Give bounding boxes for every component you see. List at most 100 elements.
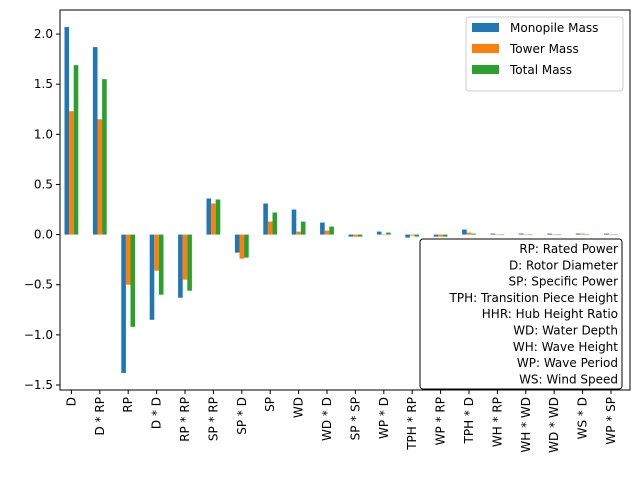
axes-frame xyxy=(59,9,631,391)
legend-frame xyxy=(465,16,624,92)
bar-2-1 xyxy=(69,111,74,235)
x-tick-label: D * D xyxy=(150,397,164,429)
bar-1-20 xyxy=(604,233,609,235)
bar-3-2 xyxy=(102,79,107,235)
x-tick-label: WD * WD xyxy=(547,397,561,453)
abbreviation-line: D: Rotor Diameter xyxy=(509,258,618,272)
bar-2-10 xyxy=(324,230,330,235)
bar-3-17 xyxy=(528,234,533,236)
bar-1-16 xyxy=(490,233,496,235)
bar-2-3 xyxy=(125,234,131,285)
bar-1-9 xyxy=(291,209,297,235)
x-tick-label: WD * D xyxy=(320,397,334,441)
x-tick-label: RP xyxy=(121,397,135,413)
x-tick-label: WP * RP xyxy=(434,397,448,445)
bar-3-8 xyxy=(272,212,278,235)
x-tick-label: WH * RP xyxy=(490,397,504,447)
bar-1-8 xyxy=(263,203,268,235)
legend-label: Tower Mass xyxy=(509,42,579,56)
bar-3-14 xyxy=(442,234,448,237)
legend: Monopile Mass Tower Mass Total Mass xyxy=(465,16,624,92)
bar-1-1 xyxy=(64,27,70,235)
y-tick-label: 2.0 xyxy=(34,27,53,41)
bar-2-8 xyxy=(267,221,273,235)
bar-2-4 xyxy=(154,234,159,271)
bar-2-20 xyxy=(608,234,614,236)
bar-3-13 xyxy=(414,234,420,237)
abbreviation-line: TPH: Transition Piece Height xyxy=(449,291,619,305)
abbreviation-line: WD: Water Depth xyxy=(513,324,618,338)
bar-2-6 xyxy=(211,203,216,235)
bar-3-1 xyxy=(73,65,79,235)
x-tick-label: SP * SP xyxy=(348,397,362,440)
bar-2-9 xyxy=(296,231,301,235)
x-tick-label: WS * D xyxy=(576,397,590,439)
x-tick-label: RP * RP xyxy=(178,397,192,442)
bar-3-20 xyxy=(613,234,618,236)
bar-2-15 xyxy=(466,232,472,235)
bar-2-7 xyxy=(239,234,245,259)
legend-swatch xyxy=(472,44,499,53)
bar-1-17 xyxy=(518,233,524,235)
bar-2-2 xyxy=(97,119,103,235)
x-tick-label: SP * RP xyxy=(206,397,220,441)
x-tick-label: WP * D xyxy=(377,397,391,439)
bar-1-12 xyxy=(376,231,382,235)
legend-label: Total Mass xyxy=(509,63,572,77)
bar-3-4 xyxy=(158,234,164,295)
bar-2-13 xyxy=(409,234,415,236)
bars-group xyxy=(64,27,618,373)
y-tick-label: 1.5 xyxy=(34,77,53,91)
bar-3-18 xyxy=(556,234,562,236)
x-tick-label: TPH * D xyxy=(462,397,476,444)
abbreviation-line: WH: Wave Height xyxy=(513,340,618,354)
abbreviation-line: HHR: Hub Height Ratio xyxy=(482,307,618,321)
x-tick-label: D * RP xyxy=(93,397,107,435)
x-tick-label: TPH * RP xyxy=(405,397,419,451)
bar-1-13 xyxy=(405,234,410,238)
x-tick-label: SP * D xyxy=(235,397,249,435)
y-tick-label: −1.0 xyxy=(24,328,53,342)
bar-3-3 xyxy=(130,234,136,327)
bar-3-16 xyxy=(499,234,505,236)
bar-1-19 xyxy=(575,233,581,235)
bar-1-7 xyxy=(234,234,240,253)
x-tick-label: SP xyxy=(263,397,277,412)
y-tick-label: 0.5 xyxy=(34,177,53,191)
abbreviation-box: RP: Rated Power D: Rotor Diameter SP: Spec… xyxy=(419,238,623,390)
abbreviation-line: WS: Wind Speed xyxy=(519,372,618,386)
bar-2-11 xyxy=(353,234,358,237)
bar-1-3 xyxy=(121,234,126,373)
bar-1-6 xyxy=(206,198,212,235)
bar-3-19 xyxy=(584,234,590,236)
x-axis: D D * RP RP D * D RP * RP SP * RP SP * D SP WD WD… xyxy=(64,390,618,453)
legend-swatch xyxy=(472,23,499,32)
bar-2-5 xyxy=(182,234,188,280)
x-tick-label: D xyxy=(64,397,78,406)
bar-3-6 xyxy=(215,199,221,235)
bar-3-12 xyxy=(386,232,391,235)
bar-1-4 xyxy=(149,234,155,320)
x-tick-label: WP * SP xyxy=(604,397,618,445)
y-axis: 2.0 1.5 1.0 0.5 0.0 −0.5 −1.0 −1.5 xyxy=(24,27,60,392)
abbreviation-frame xyxy=(419,238,623,390)
abbreviation-line: SP: Specific Power xyxy=(508,275,618,289)
bar-3-15 xyxy=(471,233,476,235)
bar-1-11 xyxy=(348,234,354,237)
x-tick-label: WD xyxy=(292,397,306,418)
bar-2-19 xyxy=(580,233,585,235)
bar-3-5 xyxy=(187,234,192,291)
bar-3-10 xyxy=(329,226,334,235)
bar-3-11 xyxy=(357,234,363,237)
y-tick-label: −1.5 xyxy=(24,378,53,392)
bar-2-18 xyxy=(551,234,557,236)
bar-1-5 xyxy=(178,234,183,298)
bar-3-9 xyxy=(300,221,306,235)
abbreviation-line: RP: Rated Power xyxy=(519,242,618,256)
bar-2-17 xyxy=(523,234,529,236)
x-tick-label: WH * WD xyxy=(519,397,533,453)
abbreviation-line: WP: Wave Period xyxy=(517,356,618,370)
bar-1-18 xyxy=(547,233,552,235)
bar-2-12 xyxy=(381,234,387,236)
